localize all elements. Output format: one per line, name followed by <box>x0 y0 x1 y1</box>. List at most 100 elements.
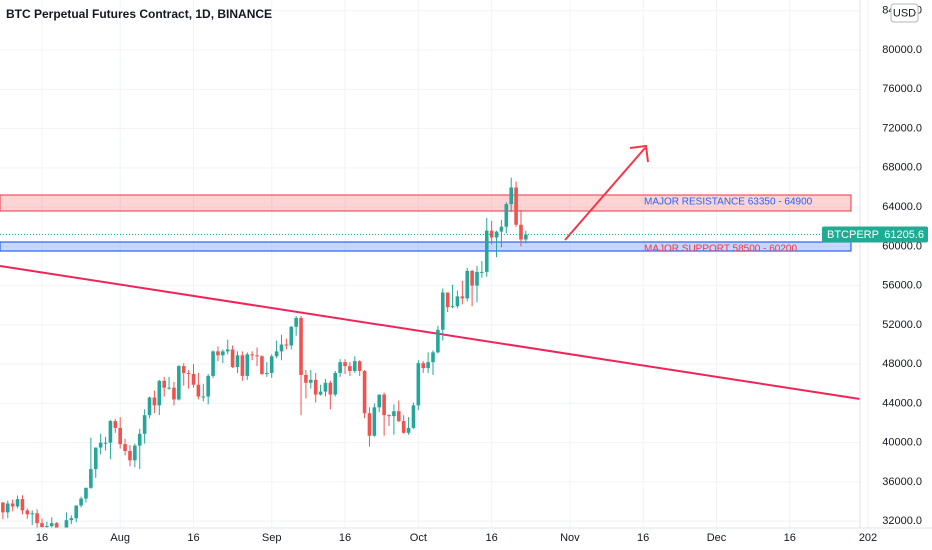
candle-body <box>274 351 279 357</box>
candle-body <box>514 187 518 225</box>
candle-body <box>93 447 98 470</box>
candle-body <box>230 349 235 368</box>
candle-body <box>494 231 499 238</box>
candle-body <box>49 523 54 527</box>
candle-body <box>84 487 88 499</box>
y-tick-label: 72000.0 <box>882 122 922 134</box>
candle-body <box>265 372 269 374</box>
candle-body <box>137 433 142 446</box>
candle-body <box>377 394 382 408</box>
candle-body <box>147 397 152 416</box>
candle-body <box>69 518 74 521</box>
candle-body <box>440 292 445 330</box>
candle-body <box>333 372 338 395</box>
candle-body <box>455 296 460 307</box>
candle-body <box>108 421 113 443</box>
candle-body <box>221 351 225 356</box>
candle-body <box>60 533 64 543</box>
candle-body <box>401 421 406 433</box>
candle-body <box>343 362 347 367</box>
candle-body <box>470 270 474 286</box>
candle-body <box>323 382 328 392</box>
last-price: 61205.6 <box>884 229 924 241</box>
candle-body <box>338 362 342 373</box>
currency[interactable]: USD <box>893 7 916 19</box>
candle-body <box>421 363 426 369</box>
candle-body <box>196 384 201 397</box>
candle-body <box>79 498 83 506</box>
x-tick-label: Sep <box>262 532 282 544</box>
candle-body <box>103 442 108 444</box>
arrow-head <box>629 144 649 163</box>
candle-body <box>309 379 313 383</box>
candle-body <box>250 354 254 356</box>
candle-body <box>181 366 186 373</box>
candle-body <box>524 234 528 240</box>
y-tick-label: 32000.0 <box>882 515 922 527</box>
candle-body <box>489 230 494 238</box>
resistance-zone <box>0 194 852 212</box>
candle-body <box>186 372 191 374</box>
price-label: BTCPERP 61205.6 <box>0 226 928 243</box>
candle-body <box>372 407 377 436</box>
trendline <box>0 265 860 400</box>
candle-body <box>172 387 176 400</box>
candle-body <box>406 427 411 433</box>
candle-body <box>5 503 10 513</box>
support-zone <box>0 241 852 252</box>
candle-body <box>445 292 450 308</box>
x-axis: 16 Aug 16 Sep 16 Oct 16 Nov 16 Dec 16 202 <box>36 532 877 544</box>
x-tick-label: 16 <box>187 532 199 544</box>
candle-body <box>396 411 401 422</box>
candle-body <box>25 510 30 515</box>
candle-body <box>328 382 333 395</box>
candle-body <box>64 520 69 528</box>
grid <box>0 0 869 528</box>
candle-body <box>240 355 245 376</box>
candle-body <box>1 502 5 513</box>
candle-body <box>484 230 489 272</box>
candle-body <box>431 352 435 363</box>
candle-body <box>362 371 367 414</box>
candle-body <box>392 411 396 417</box>
candle-body <box>74 505 79 519</box>
candle-body <box>113 421 118 428</box>
candle-body <box>211 351 215 376</box>
candle-body <box>142 415 147 434</box>
x-tick-label: Aug <box>110 532 130 544</box>
candle-body <box>216 351 220 356</box>
candle-body <box>54 523 59 528</box>
y-tick-label: 68000.0 <box>882 162 922 174</box>
x-tick-label: 16 <box>637 532 649 544</box>
candle-body <box>40 523 44 528</box>
x-tick-label: 202 <box>859 532 877 544</box>
candle-body <box>348 366 352 371</box>
arrow <box>564 144 649 241</box>
symbol-label: BTCPERP <box>827 229 879 241</box>
y-tick-label: 60000.0 <box>882 240 922 252</box>
candle-body <box>304 374 308 383</box>
candle-body <box>279 344 284 352</box>
y-axis: 32000.0 36000.0 40000.0 44000.0 48000.0 52000… <box>882 5 922 527</box>
candle-body <box>98 442 103 448</box>
candle-body <box>162 380 166 388</box>
drawings <box>0 194 860 400</box>
candle-body <box>245 354 250 376</box>
x-tick-label: Oct <box>410 532 427 544</box>
annotation: MAJOR SUPPORT 58500 - 60200 <box>644 244 797 255</box>
candle-body <box>436 329 440 353</box>
candle-body <box>294 318 298 327</box>
y-tick-label: 56000.0 <box>882 280 922 292</box>
candle-body <box>357 361 362 371</box>
candle-body <box>299 318 303 375</box>
candle-body <box>416 363 421 406</box>
candle-body <box>89 469 93 488</box>
candle-body <box>191 373 196 385</box>
candle-body <box>235 355 240 368</box>
candle-body <box>30 513 35 515</box>
candle-body <box>157 380 162 406</box>
y-tick-label: 80000.0 <box>882 44 922 56</box>
candle-body <box>475 271 479 286</box>
currency-box[interactable] <box>890 3 919 23</box>
candle-body <box>15 499 20 507</box>
